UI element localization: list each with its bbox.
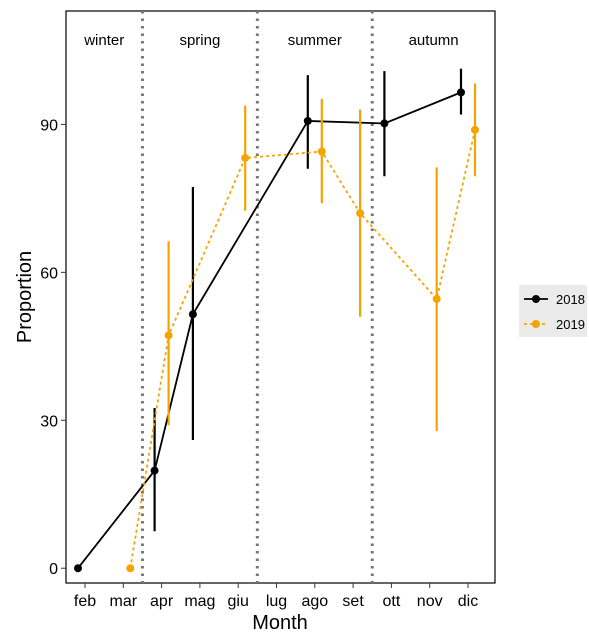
data-point-2018	[457, 88, 465, 97]
data-point-2019	[317, 147, 326, 156]
data-point-2018	[150, 466, 159, 475]
series-2018	[74, 68, 465, 573]
x-tick-label-lug: lug	[266, 593, 287, 610]
panel-background	[65, 10, 496, 584]
x-tick-label-dic: dic	[458, 593, 478, 610]
y-tick-label-0: 0	[49, 561, 58, 578]
legend-background	[519, 285, 587, 337]
x-tick-label-ott: ott	[383, 593, 401, 610]
series-layer	[74, 68, 479, 573]
x-axis-title: Month	[252, 612, 308, 630]
data-point-2019	[126, 564, 135, 573]
legend-label-2019: 2019	[556, 317, 585, 332]
x-tick-label-apr: apr	[150, 593, 174, 610]
y-tick-label-90: 90	[40, 117, 58, 134]
data-point-2019	[164, 331, 173, 340]
data-point-2018	[303, 116, 312, 125]
legend-label-2018: 2018	[556, 292, 585, 307]
x-axis: feb mar apr mag giu lug ago set ott nov dic	[74, 583, 478, 610]
x-tick-label-set: set	[342, 593, 364, 610]
legend: 2018 2019	[519, 285, 587, 337]
legend-key-point-2019	[532, 320, 540, 328]
data-point-2018	[74, 564, 82, 573]
season-label-autumn: autumn	[409, 32, 459, 49]
y-tick-label-30: 30	[40, 413, 58, 430]
x-tick-label-nov: nov	[417, 593, 443, 610]
x-tick-label-giu: giu	[228, 593, 249, 610]
series-line-2018	[77, 91, 462, 569]
data-point-2018	[188, 310, 197, 319]
x-tick-label-mag: mag	[184, 593, 215, 610]
data-point-2019	[241, 153, 250, 162]
data-point-2018	[380, 119, 389, 128]
y-axis: 0 30 60 90	[40, 117, 66, 578]
season-label-spring: spring	[179, 32, 220, 49]
data-point-2019	[356, 209, 365, 218]
legend-key-point-2018	[532, 295, 540, 303]
series-2019	[126, 83, 479, 573]
data-point-2019	[432, 294, 441, 303]
x-tick-label-ago: ago	[301, 593, 328, 610]
x-tick-label-feb: feb	[74, 593, 96, 610]
x-tick-label-mar: mar	[110, 593, 138, 610]
y-axis-title: Proportion	[14, 251, 36, 343]
season-labels: winter spring summer autumn	[83, 32, 458, 49]
season-label-winter: winter	[83, 32, 124, 49]
data-point-2019	[471, 125, 479, 134]
season-label-summer: summer	[288, 32, 342, 49]
y-tick-label-60: 60	[40, 265, 58, 282]
season-dividers	[140, 11, 374, 583]
